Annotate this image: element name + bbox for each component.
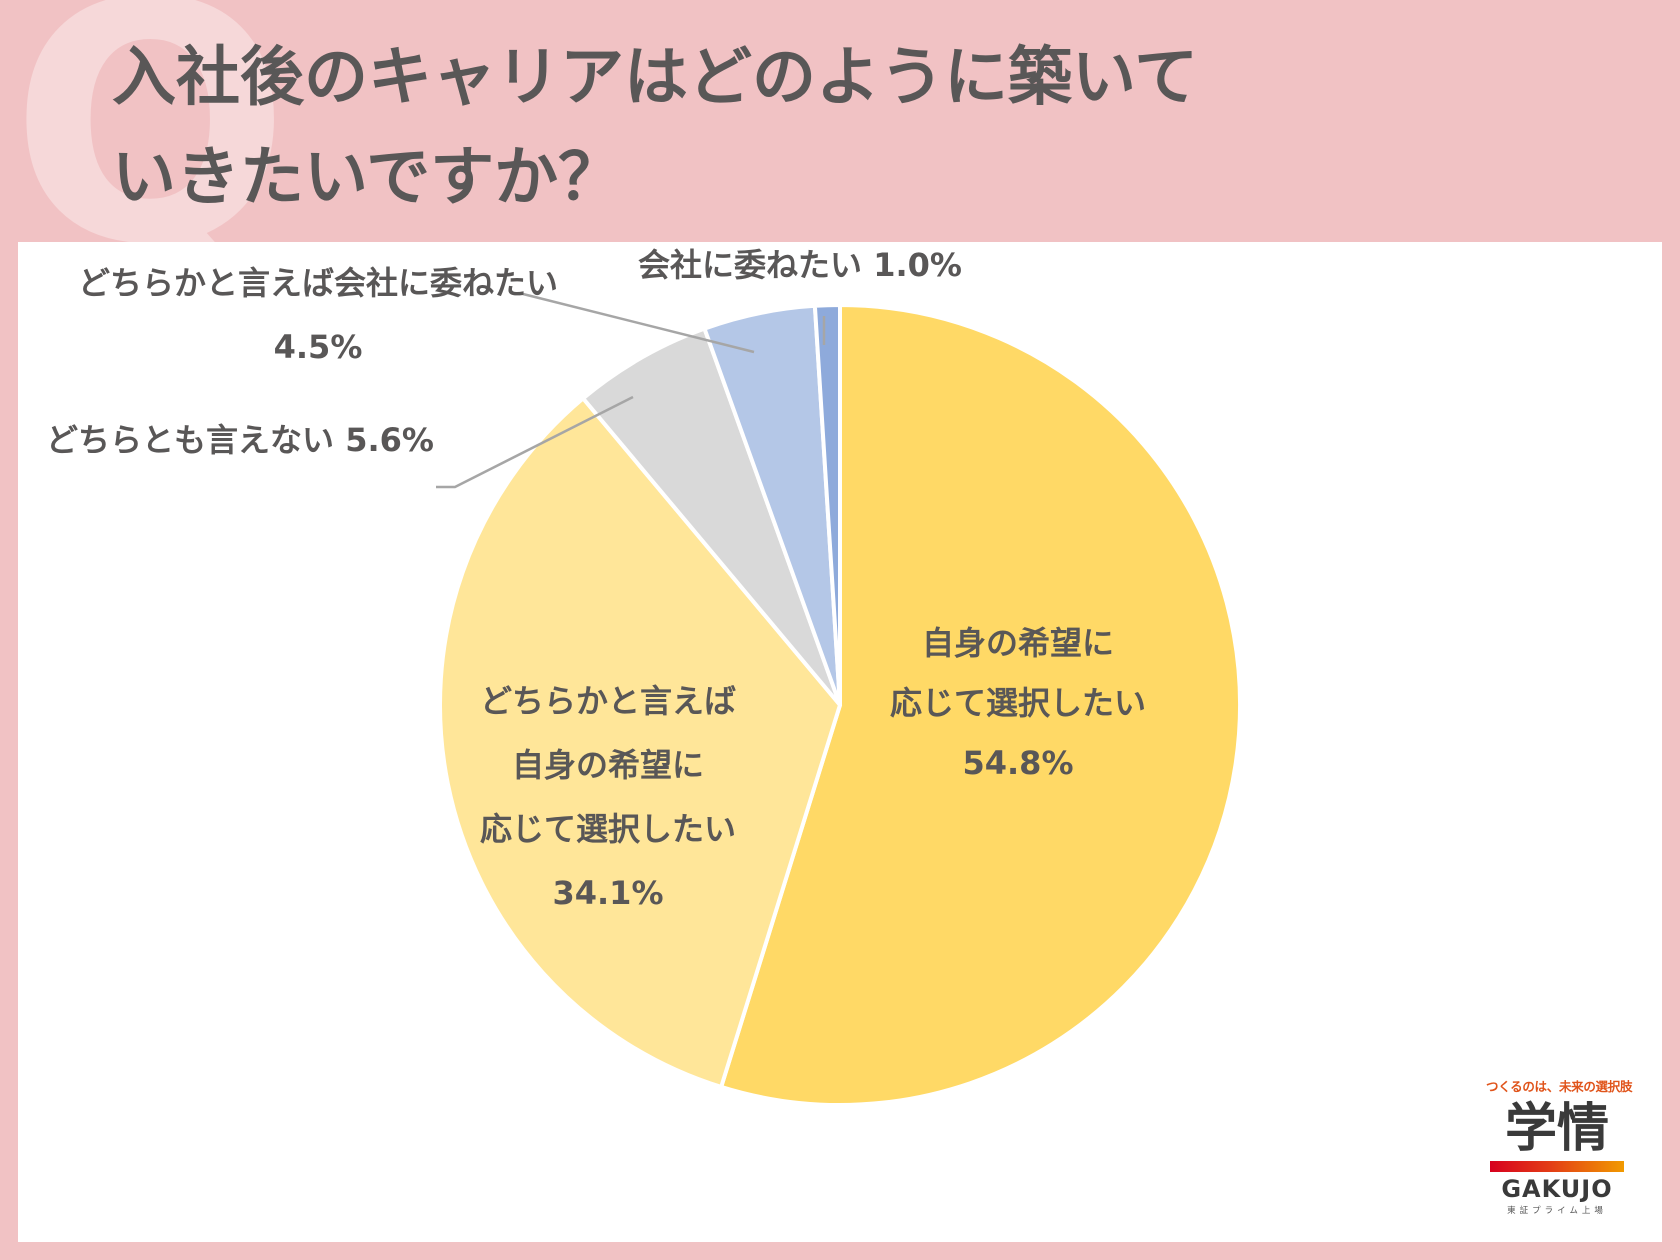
slice-label-4-value: 4.5% [274, 328, 363, 366]
slice-label-1-line-1: 自身の希望に [922, 624, 1114, 662]
slice-label-2-line-2: 自身の希望に [512, 746, 704, 784]
pie-slice-1 [719, 303, 1242, 1107]
slice-label-3: どちらとも言えない 5.6% [46, 421, 434, 459]
logo-listed: 東証プライム上場 [1507, 1206, 1607, 1216]
pie-slice-3 [581, 326, 842, 707]
slice-label-4-name: どちらかと言えば会社に委ねたい [78, 264, 558, 302]
slice-label-2-line-1: どちらかと言えば [480, 682, 736, 720]
pie-slice-2 [438, 396, 842, 1089]
logo-english: GAKUJO [1501, 1175, 1613, 1203]
slice-label-group-5: 会社に委ねたい 1.0% [638, 246, 962, 345]
slice-label-group-3: どちらとも言えない 5.6% [46, 395, 634, 489]
slice-value-1: 54.8% [962, 744, 1073, 782]
slice-label-5: 会社に委ねたい 1.0% [638, 246, 962, 284]
title-line-1: 入社後のキャリアはどのように築いて [112, 41, 1199, 115]
title-line-2: いきたいですか？ [112, 141, 623, 215]
pie-chart: 自身の希望に応じて選択したい54.8%どちらかと言えば自身の希望に応じて選択した… [46, 246, 1242, 1107]
leader-line-3 [436, 395, 634, 489]
slice-label-group-4: どちらかと言えば会社に委ねたい 4.5% [78, 264, 755, 366]
slice-value-2: 34.1% [552, 874, 663, 912]
gakujo-logo: つくるのは、未来の選択肢 学情 GAKUJO 東証プライム上場 [1486, 1076, 1633, 1216]
logo-kanji: 学情 [1504, 1099, 1609, 1159]
chart-panel: 自身の希望に 応じて選択したい 54.8% どちらかと言えば 自身の希望に 応じて選択した… [18, 242, 1662, 1242]
slice-label-1-line-2: 応じて選択したい [890, 684, 1146, 722]
logo-tagline: つくるのは、未来の選択肢 [1486, 1079, 1633, 1094]
pie-slice-5 [812, 303, 842, 707]
leader-line-4 [522, 292, 755, 354]
question-mark-watermark: Q [10, 0, 291, 317]
slice-label-2-line-3: 応じて選択したい [480, 810, 736, 848]
page-title: 入社後のキャリアはどのように築いて いきたいですか？ [112, 28, 1412, 228]
logo-bar [1490, 1161, 1624, 1172]
